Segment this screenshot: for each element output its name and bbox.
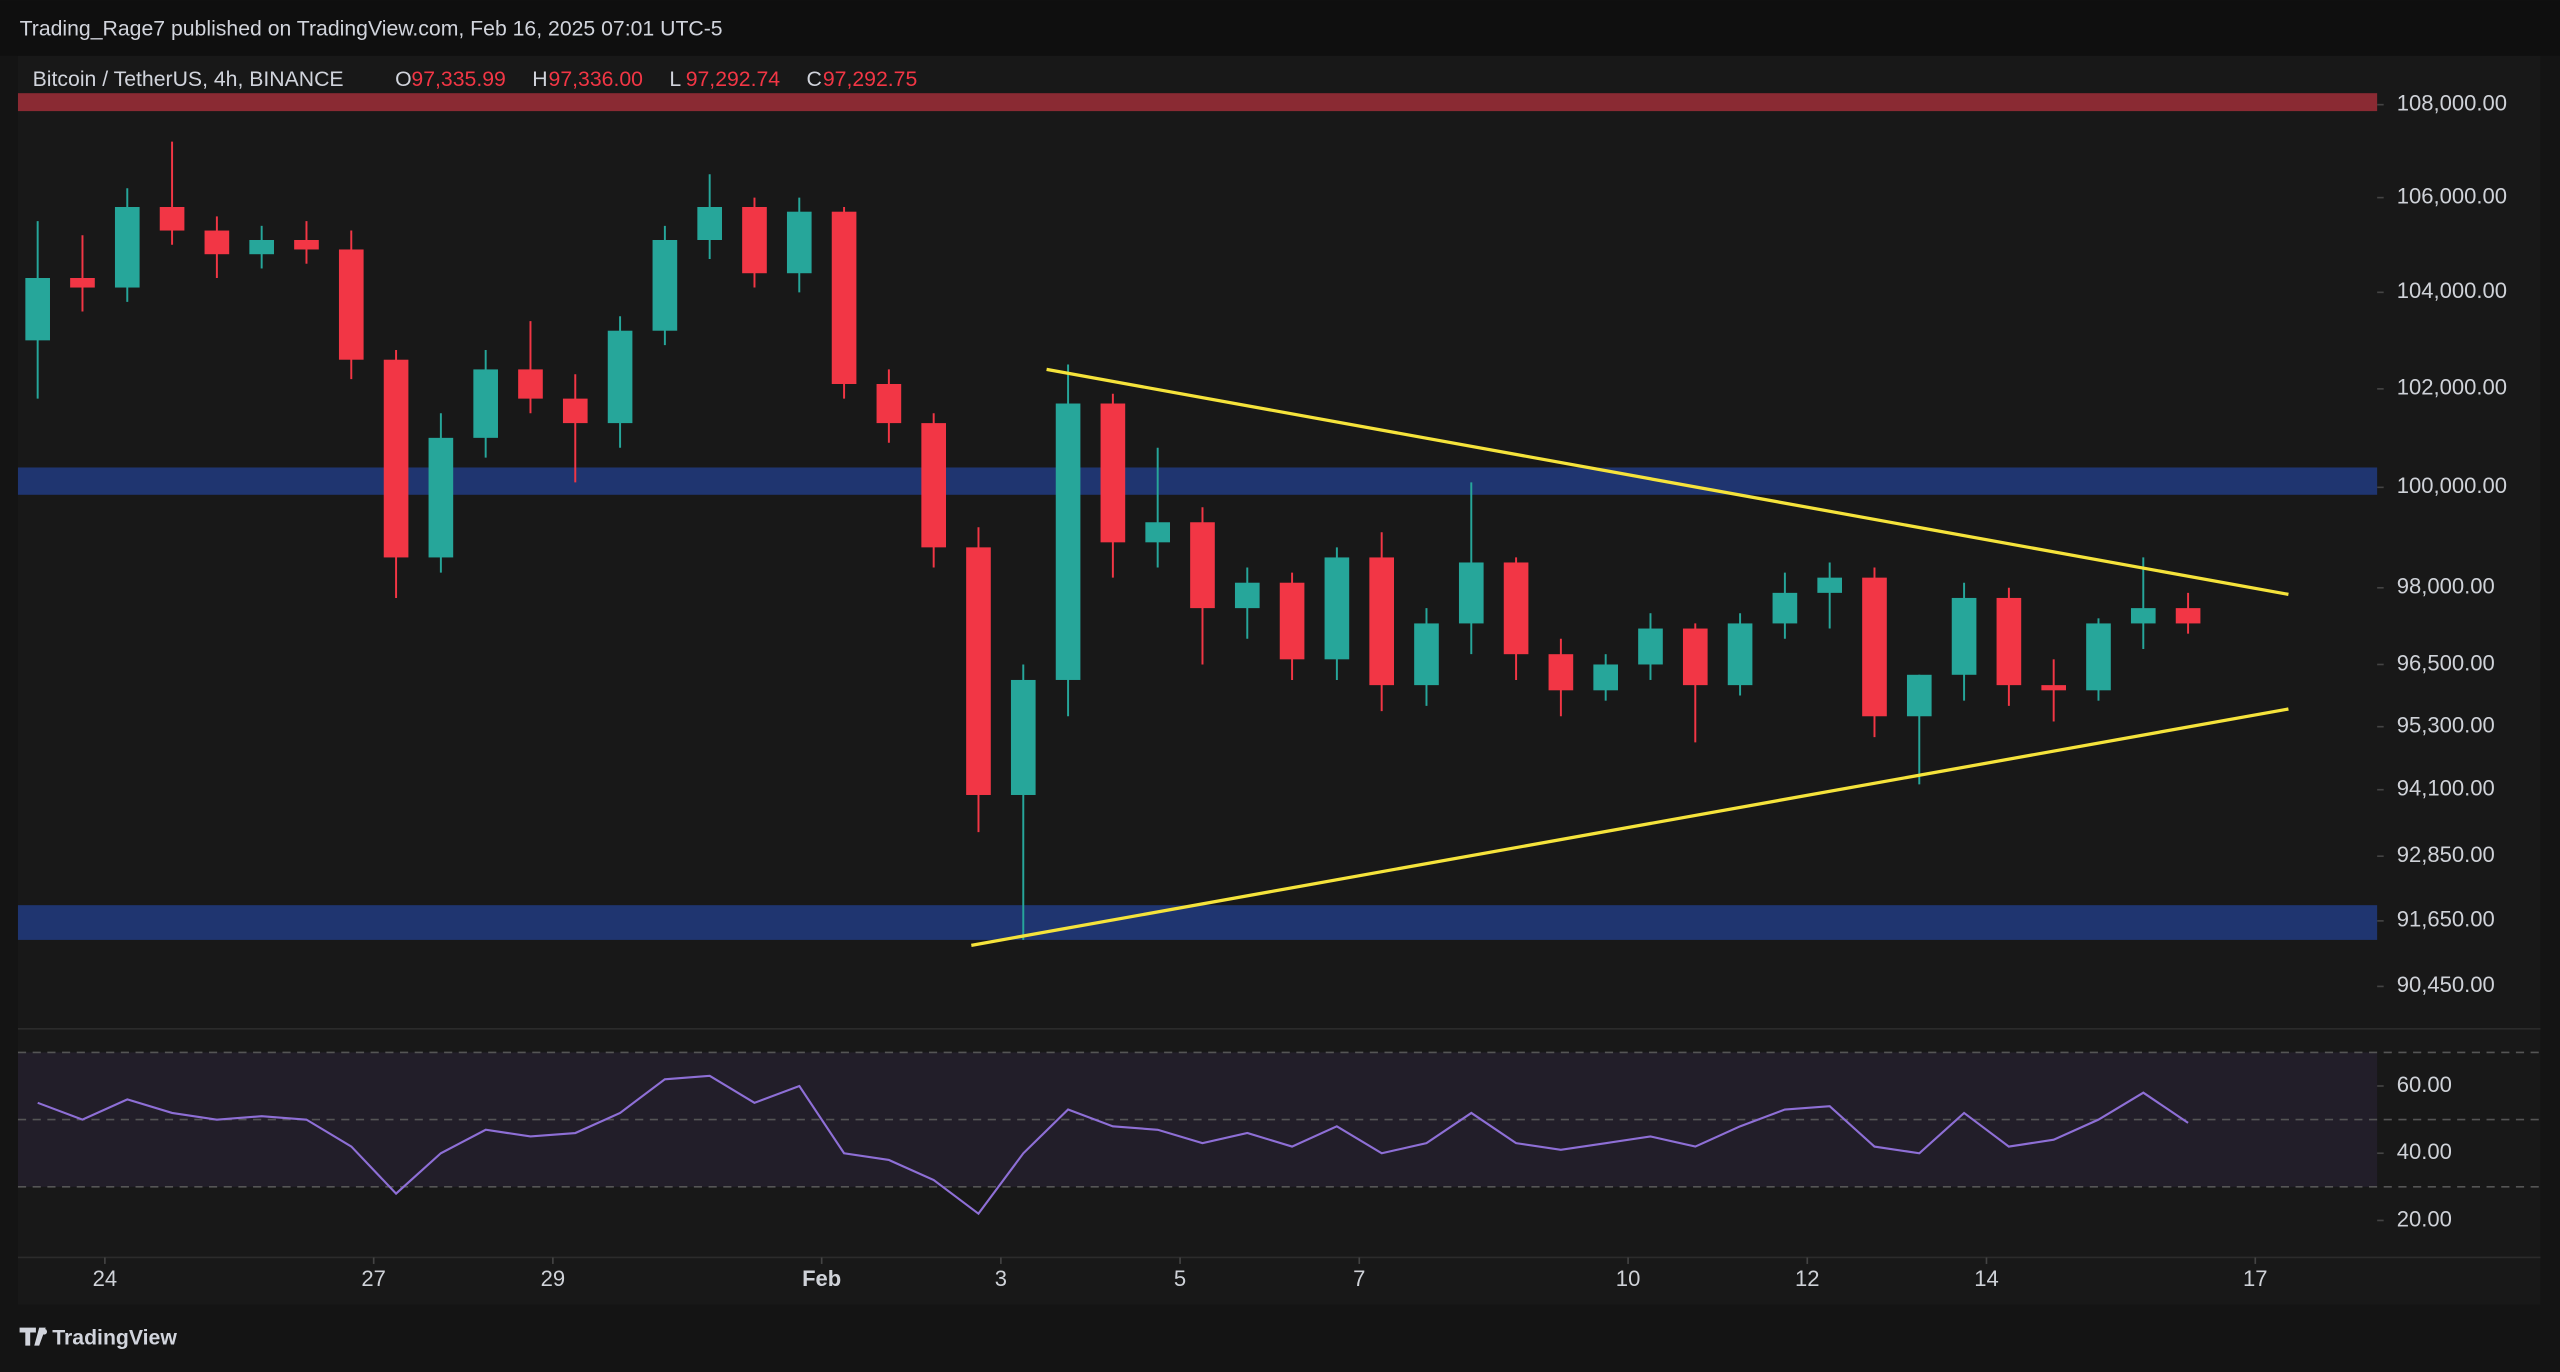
- candle-body: [1772, 592, 1798, 624]
- rsi-line: [37, 1074, 2189, 1216]
- candle-body: [2175, 608, 2201, 624]
- brand: TradingView: [52, 1327, 177, 1350]
- candle-body: [831, 211, 857, 384]
- legend-price: 97,336.00: [549, 68, 643, 91]
- y-tick-label: 98,000.00: [2397, 574, 2495, 599]
- y-tick-label: 94,100.00: [2397, 776, 2495, 801]
- y-tick-label: 106,000.00: [2397, 183, 2507, 208]
- x-tick-label: 24: [93, 1266, 118, 1291]
- candle-body: [1100, 403, 1126, 543]
- candle-body: [1458, 562, 1484, 624]
- candle-body: [1324, 557, 1350, 660]
- legend-letter: C: [807, 68, 822, 91]
- legend-letter: H: [532, 68, 547, 91]
- legend-price: 97,292.75: [823, 68, 917, 91]
- candle-body: [607, 330, 633, 424]
- candle-body: [1234, 582, 1260, 609]
- candle-body: [1682, 628, 1708, 686]
- candle-body: [697, 206, 722, 241]
- candle-body: [1145, 522, 1170, 543]
- candle-body: [1951, 597, 1977, 675]
- candle-body: [1010, 679, 1036, 795]
- candle-body: [383, 359, 409, 558]
- candle-body: [1190, 522, 1215, 609]
- candle-body: [786, 211, 812, 274]
- candle-body: [2086, 623, 2111, 691]
- x-tick-label: 10: [1616, 1266, 1641, 1291]
- zone: [17, 93, 2378, 112]
- trendline: [971, 707, 2289, 947]
- zone: [17, 905, 2378, 940]
- candle-body: [966, 547, 991, 795]
- candle-body: [473, 369, 498, 438]
- candle-body: [1906, 674, 1932, 717]
- candle-body: [1996, 597, 2022, 686]
- header-bar: [0, 0, 2560, 56]
- candle-body: [1638, 628, 1663, 665]
- legend-letter: O: [395, 68, 412, 91]
- candle-body: [249, 240, 274, 255]
- y-tick-label: 102,000.00: [2397, 375, 2507, 400]
- y-tick-label: 90,450.00: [2397, 972, 2495, 997]
- candle-body: [2130, 608, 2156, 624]
- candle-body: [338, 249, 364, 360]
- candle-body: [1369, 557, 1395, 686]
- candle-body: [70, 277, 95, 288]
- chart-panel: [17, 55, 2541, 1305]
- zone: [17, 467, 2378, 495]
- rsi-tick-label: 60.00: [2397, 1072, 2452, 1097]
- candle-body: [159, 206, 185, 231]
- candle-body: [518, 369, 543, 399]
- brand-logo: [19, 1327, 48, 1346]
- x-tick-label: 17: [2243, 1266, 2268, 1291]
- x-tick-label: 12: [1795, 1266, 1820, 1291]
- candle-body: [1727, 623, 1753, 686]
- candle-body: [1503, 562, 1529, 655]
- candle-body: [1279, 582, 1305, 660]
- candle-body: [1414, 623, 1439, 686]
- candle-body: [204, 230, 230, 255]
- x-tick-label: 27: [361, 1266, 386, 1291]
- attribution: Trading_Rage7 published on TradingView.c…: [20, 17, 723, 40]
- candle-body: [2041, 685, 2067, 691]
- rsi-tick-label: 40.00: [2397, 1139, 2452, 1164]
- y-tick-label: 100,000.00: [2397, 473, 2507, 498]
- candle-body: [742, 206, 767, 274]
- legend-letter: L: [669, 68, 681, 91]
- candle-body: [1593, 664, 1619, 691]
- legend-price: 97,335.99: [411, 68, 505, 91]
- candle-body: [562, 398, 588, 424]
- candle-body: [921, 423, 946, 548]
- x-tick-label: Feb: [802, 1266, 841, 1291]
- x-tick-label: 7: [1353, 1266, 1365, 1291]
- x-tick-label: 5: [1174, 1266, 1186, 1291]
- y-tick-label: 92,850.00: [2397, 842, 2495, 867]
- y-tick-label: 108,000.00: [2397, 90, 2507, 115]
- candle-body: [652, 240, 678, 331]
- legend-price: 97,292.74: [686, 68, 781, 91]
- y-tick-label: 91,650.00: [2397, 907, 2495, 932]
- candle-body: [294, 240, 319, 250]
- candle-body: [1055, 403, 1081, 680]
- candle-body: [876, 383, 902, 424]
- candle-body: [25, 277, 50, 341]
- rsi-tick-label: 20.00: [2397, 1206, 2452, 1231]
- candle-body: [114, 206, 140, 288]
- y-tick-label: 104,000.00: [2397, 278, 2507, 303]
- y-tick-label: 96,500.00: [2397, 650, 2495, 675]
- candle-body: [1817, 577, 1843, 593]
- candle-body: [428, 437, 454, 558]
- x-tick-label: 14: [1974, 1266, 1999, 1291]
- symbol-title: Bitcoin / TetherUS, 4h, BINANCE: [33, 68, 344, 91]
- candle-body: [1862, 577, 1887, 717]
- candle-body: [1548, 654, 1574, 691]
- y-tick-label: 95,300.00: [2397, 713, 2495, 738]
- x-tick-label: 3: [995, 1266, 1007, 1291]
- trendline: [1046, 367, 2289, 596]
- x-tick-label: 29: [541, 1266, 566, 1291]
